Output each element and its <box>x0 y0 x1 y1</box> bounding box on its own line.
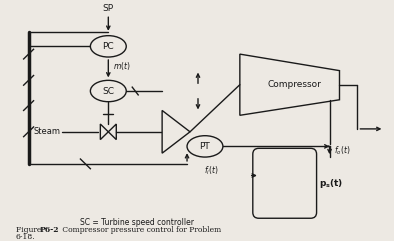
Text: P6-2: P6-2 <box>39 226 59 234</box>
Ellipse shape <box>90 36 126 57</box>
Text: Compressor pressure control for Problem: Compressor pressure control for Problem <box>61 226 222 234</box>
FancyBboxPatch shape <box>253 148 316 218</box>
Text: $f_i(t)$: $f_i(t)$ <box>204 164 219 177</box>
Text: SC: SC <box>102 87 114 95</box>
Text: Steam: Steam <box>33 127 61 136</box>
Text: Compressor: Compressor <box>268 80 322 89</box>
Polygon shape <box>162 110 190 153</box>
Text: PT: PT <box>200 142 210 151</box>
Text: PC: PC <box>102 42 114 51</box>
Text: 6-18.: 6-18. <box>16 233 35 241</box>
Text: Figure: Figure <box>16 226 43 234</box>
Text: $f_o(t)$: $f_o(t)$ <box>333 145 350 157</box>
Ellipse shape <box>187 136 223 157</box>
Text: $\mathbf{p_s(t)}$: $\mathbf{p_s(t)}$ <box>319 177 343 190</box>
Text: SC = Turbine speed controller: SC = Turbine speed controller <box>80 218 194 227</box>
Polygon shape <box>240 54 340 115</box>
Ellipse shape <box>90 80 126 102</box>
Text: $m(t)$: $m(t)$ <box>113 60 131 72</box>
Text: SP: SP <box>103 4 114 13</box>
